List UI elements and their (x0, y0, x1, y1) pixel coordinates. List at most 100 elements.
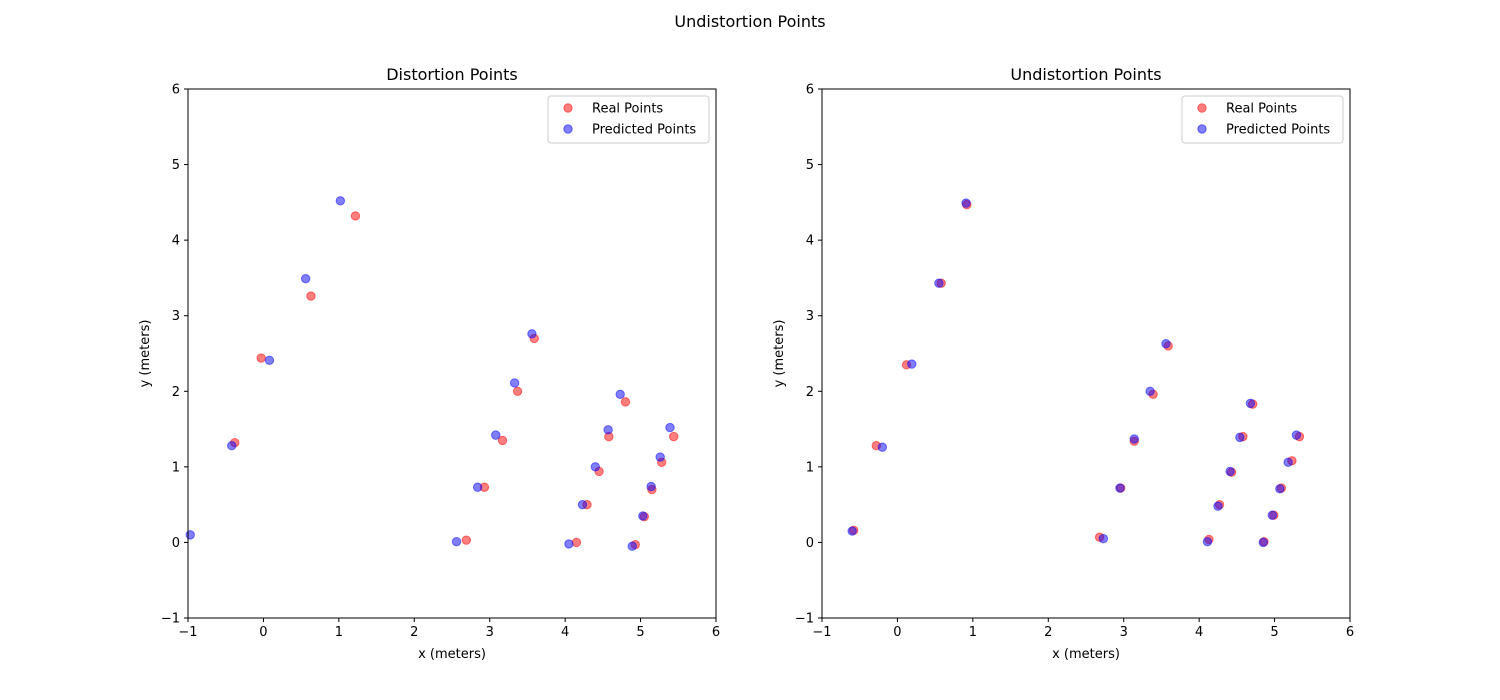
panel-undistortion: −1 0 1 2 3 4 5 6 −1 0 1 2 3 4 5 6 Undistortion Points x (… (772, 65, 1354, 662)
data-point (1213, 501, 1223, 511)
x-tick-label: 3 (486, 625, 494, 640)
y-tick-label: 4 (172, 234, 180, 249)
data-point (627, 541, 637, 551)
data-point (847, 526, 857, 536)
y-tick-label: 1 (806, 460, 814, 475)
panel-distortion: −1 0 1 2 3 4 5 6 −1 0 1 2 3 4 5 6 Distortion Points x (me… (138, 65, 720, 662)
x-tick-label: 5 (1270, 625, 1278, 640)
data-point (451, 536, 462, 547)
legend-label: Predicted Points (1226, 123, 1330, 138)
data-point (491, 430, 501, 440)
data-point (509, 378, 520, 388)
data-point (350, 211, 361, 221)
data-point (934, 278, 944, 288)
legend-label: Real Points (592, 102, 663, 117)
data-point (256, 353, 266, 363)
y-tick-label: 1 (172, 460, 180, 475)
legend-marker (1197, 103, 1207, 113)
data-point (907, 359, 917, 369)
x-tick-label: 1 (335, 625, 343, 640)
y-tick-label: −1 (161, 612, 180, 627)
x-tick-label: 6 (1346, 625, 1354, 640)
data-point (961, 198, 971, 208)
data-point (1202, 536, 1213, 547)
data-point (472, 482, 483, 492)
legend-box (547, 95, 710, 144)
data-point (264, 355, 275, 365)
data-point (1098, 533, 1109, 544)
x-tick-label: 1 (969, 625, 977, 640)
x-axis-label: x (meters) (1052, 647, 1120, 662)
x-tick-label: −1 (178, 625, 197, 640)
y-tick-label: 5 (172, 158, 180, 173)
data-point (185, 530, 195, 540)
plot-area (188, 89, 716, 618)
legend-marker (1197, 124, 1207, 134)
y-tick-label: 2 (172, 385, 180, 400)
data-point (615, 389, 625, 400)
data-point (227, 441, 237, 451)
y-tick-label: 3 (172, 309, 180, 324)
x-tick-label: 6 (712, 625, 720, 640)
y-tick-label: −1 (795, 612, 814, 627)
y-tick-label: 5 (806, 158, 814, 173)
x-axis-label: x (meters) (418, 647, 486, 662)
legend-label: Real Points (1226, 102, 1297, 117)
data-point (655, 452, 665, 462)
data-point (638, 511, 648, 521)
data-point (497, 435, 508, 446)
data-point (564, 539, 574, 549)
data-point (335, 196, 346, 206)
x-tick-label: 0 (893, 625, 901, 640)
data-point (620, 397, 631, 407)
data-point (1235, 432, 1245, 443)
data-point (1291, 430, 1302, 440)
data-point (1258, 537, 1268, 548)
data-point (512, 386, 523, 396)
y-tick-label: 2 (806, 385, 814, 400)
legend-marker (563, 124, 573, 134)
data-point (1115, 483, 1125, 493)
data-point (1267, 510, 1278, 520)
legend: Real Points Predicted Points (547, 95, 710, 144)
data-point (1225, 466, 1235, 477)
x-tick-label: −1 (812, 625, 831, 640)
chart-title: Undistortion Points (1010, 65, 1161, 84)
plot-area (822, 89, 1350, 618)
data-point (877, 442, 888, 452)
data-point (1283, 457, 1293, 468)
data-point (461, 535, 472, 545)
y-axis-label: y (meters) (772, 320, 787, 388)
data-point (527, 329, 537, 339)
data-point (665, 422, 675, 433)
data-point (669, 431, 679, 442)
figure-suptitle: Undistortion Points (674, 12, 825, 31)
axes-frame (187, 88, 717, 619)
data-point (1245, 398, 1256, 409)
data-point (646, 481, 656, 492)
x-tick-label: 3 (1120, 625, 1128, 640)
data-point (1161, 338, 1171, 349)
y-axis-label: y (meters) (138, 320, 153, 388)
y-tick-label: 3 (806, 309, 814, 324)
data-point (571, 537, 582, 548)
axes-frame (821, 88, 1351, 619)
y-tick-label: 4 (806, 234, 814, 249)
x-tick-label: 4 (561, 625, 569, 640)
x-tick-label: 5 (636, 625, 644, 640)
y-tick-label: 6 (806, 83, 814, 98)
x-tick-label: 2 (410, 625, 418, 640)
x-tick-label: 4 (1195, 625, 1203, 640)
series-predicted-points (185, 196, 675, 551)
data-point (1129, 434, 1139, 444)
data-point (590, 462, 601, 472)
y-tick-label: 6 (172, 83, 180, 98)
data-point (1275, 484, 1285, 494)
x-tick-label: 0 (259, 625, 267, 640)
legend-label: Predicted Points (592, 123, 696, 138)
x-tick-label: 2 (1044, 625, 1052, 640)
data-point (603, 425, 613, 435)
data-point (1145, 386, 1155, 396)
data-point (306, 291, 316, 301)
data-point (300, 273, 311, 284)
